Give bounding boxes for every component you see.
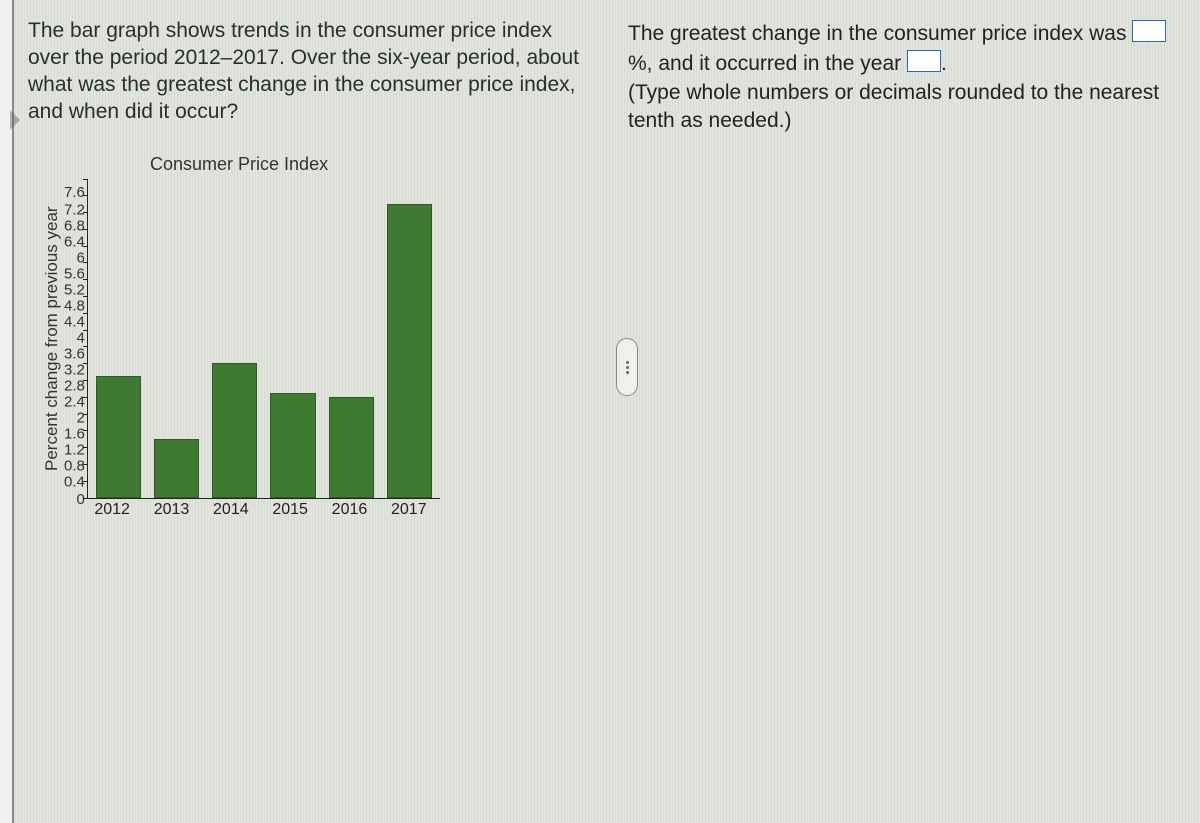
y-tick: 4.4: [64, 314, 85, 329]
collapse-toggle[interactable]: [616, 338, 638, 396]
answer-column: The greatest change in the consumer pric…: [628, 18, 1182, 823]
y-tick: 5.6: [64, 266, 85, 281]
year-input[interactable]: [907, 50, 941, 72]
y-tick: 5.2: [64, 282, 85, 297]
x-tick: 2016: [326, 501, 372, 519]
bar-2017: [387, 204, 432, 498]
y-tick: 0.4: [64, 475, 85, 490]
question-column: The bar graph shows trends in the consum…: [28, 18, 588, 823]
answer-text-1: The greatest change in the consumer pric…: [628, 22, 1132, 45]
y-axis-label: Percent change from previous year: [40, 179, 64, 499]
x-axis-row: 2012 2013 2014 2015 2016 2017: [40, 499, 440, 519]
bar-2012: [96, 376, 141, 498]
content-area: The bar graph shows trends in the consum…: [14, 0, 1200, 823]
cpi-chart: Consumer Price Index Percent change from…: [40, 154, 440, 519]
x-tick: 2017: [386, 501, 432, 519]
chart-title: Consumer Price Index: [150, 154, 440, 175]
answer-text-3: .: [941, 52, 947, 75]
y-tick: 7.6: [64, 185, 85, 200]
plot-area: [87, 179, 440, 499]
bar-2016: [329, 397, 374, 498]
y-tick: 6: [64, 250, 85, 265]
y-tick: 7.2: [64, 202, 85, 217]
y-tick: 6.8: [64, 218, 85, 233]
left-gutter: [0, 0, 14, 823]
y-tick: 2.8: [64, 379, 85, 394]
x-tick: 2012: [89, 501, 135, 519]
x-tick-labels: 2012 2013 2014 2015 2016 2017: [81, 499, 440, 519]
y-tick: 2.4: [64, 395, 85, 410]
y-tick: 1.6: [64, 427, 85, 442]
screen: The bar graph shows trends in the consum…: [0, 0, 1200, 823]
bar-2014: [212, 363, 257, 497]
y-tick: 1.2: [64, 443, 85, 458]
y-tick: 3.2: [64, 363, 85, 378]
y-tick: 0: [64, 492, 85, 507]
answer-prompt: The greatest change in the consumer pric…: [628, 18, 1182, 79]
answer-hint: (Type whole numbers or decimals rounded …: [628, 79, 1182, 136]
question-text: The bar graph shows trends in the consum…: [28, 18, 588, 126]
x-tick: 2014: [208, 501, 254, 519]
percent-input[interactable]: [1132, 20, 1166, 42]
y-tick: 4: [64, 330, 85, 345]
y-tick: 0.8: [64, 459, 85, 474]
answer-text-2: %, and it occurred in the year: [628, 52, 907, 75]
bar-2015: [270, 393, 315, 498]
y-tick: 6.4: [64, 234, 85, 249]
y-tick: 4.8: [64, 298, 85, 313]
y-tick-labels: 7.67.26.86.465.65.24.84.443.63.22.82.421…: [64, 179, 87, 499]
y-tick: 3.6: [64, 346, 85, 361]
bar-2013: [154, 439, 199, 498]
bars-container: [88, 179, 440, 498]
x-tick: 2015: [267, 501, 313, 519]
chart-body: Percent change from previous year 7.6 7.2…: [40, 179, 440, 499]
x-tick: 2013: [148, 501, 194, 519]
y-tick: 2: [64, 411, 85, 426]
